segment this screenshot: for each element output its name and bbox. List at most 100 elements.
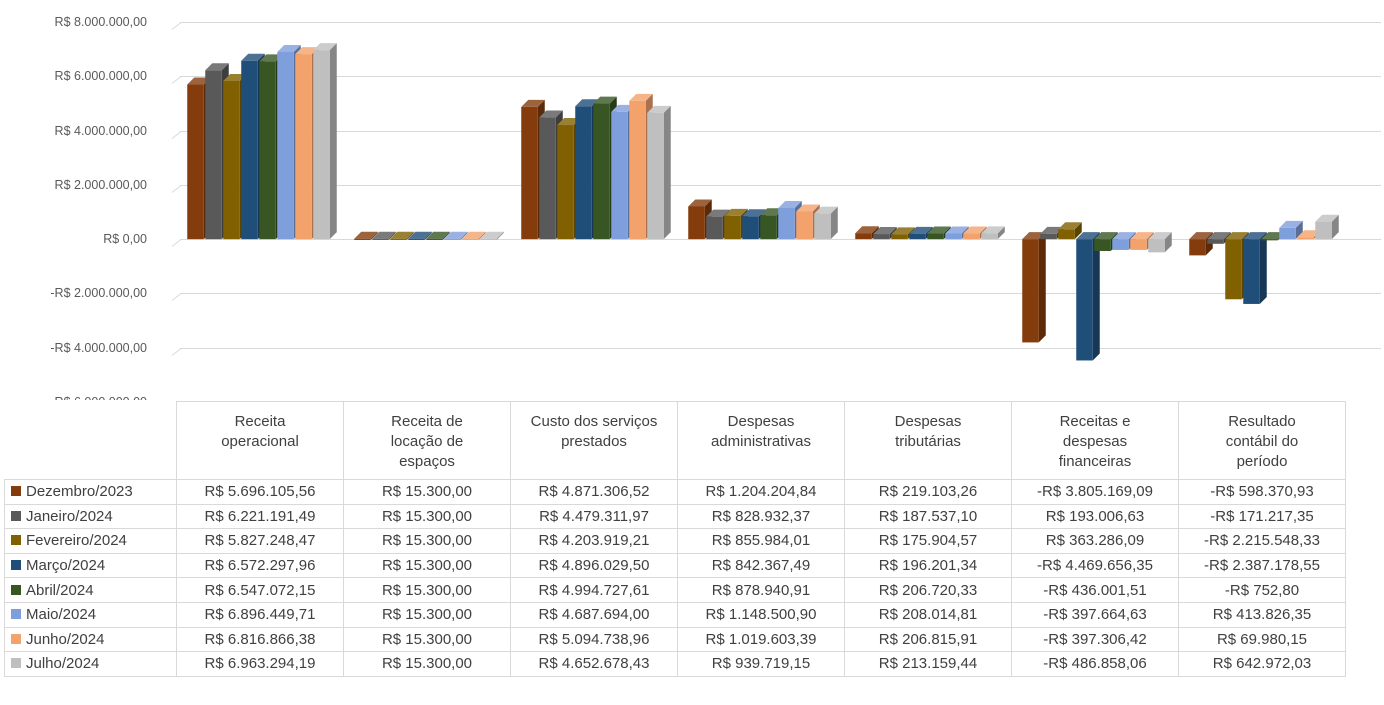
legend-entry: Abril/2024 — [4, 577, 177, 603]
bar-top — [277, 44, 301, 52]
bar-side — [1331, 214, 1339, 240]
data-label: R$ 15.300,00 — [343, 552, 511, 579]
y-tick-label: R$ 6.000.000,00 — [55, 69, 147, 83]
bar-front — [855, 233, 872, 240]
bar-top — [1261, 232, 1285, 240]
bar-side — [1038, 232, 1046, 343]
bar-side — [460, 231, 468, 240]
bar-side — [388, 231, 396, 240]
bar-top — [1040, 226, 1064, 234]
bar-front — [742, 216, 759, 240]
bar-front — [1279, 227, 1296, 240]
bar-top — [444, 231, 468, 239]
legend-swatch — [11, 535, 21, 546]
data-label: R$ 175.904,57 — [844, 528, 1012, 554]
bar-front — [390, 238, 407, 240]
category-header-line: Despesas — [894, 413, 962, 430]
bar — [1058, 222, 1082, 240]
bar-front — [313, 50, 330, 240]
y-tick-label: -R$ 6.000.000,00 — [50, 395, 147, 400]
data-label: -R$ 397.306,42 — [1011, 626, 1179, 653]
bar-top — [891, 227, 915, 235]
data-label: R$ 828.932,37 — [677, 503, 845, 530]
data-label: R$ 208.014,81 — [844, 601, 1012, 628]
bar-front — [909, 233, 926, 240]
data-label: R$ 193.006,63 — [1011, 503, 1179, 530]
bar-top — [372, 231, 396, 239]
data-label: R$ 213.159,44 — [844, 651, 1012, 677]
bar-top — [873, 227, 897, 235]
gridlines — [171, 22, 1381, 356]
bar-front — [1112, 239, 1129, 250]
category-header: Receita de locação de espaços — [343, 401, 511, 480]
data-label: R$ 878.940,91 — [677, 577, 845, 603]
data-label: R$ 4.871.306,52 — [510, 479, 678, 505]
bar-top — [223, 73, 247, 81]
data-label: R$ 4.652.678,43 — [510, 651, 678, 677]
data-label: R$ 1.019.603,39 — [677, 626, 845, 653]
data-table: Receita operacional Receita de locação de es… — [4, 401, 1346, 677]
category-header: Receita operacional — [176, 401, 344, 480]
bar-front — [981, 233, 998, 240]
gridline-depth — [171, 76, 182, 84]
data-label: R$ 363.286,09 — [1011, 528, 1179, 554]
bar-top — [593, 96, 617, 104]
category-header-line: Receitas e — [1059, 413, 1131, 430]
data-label: -R$ 752,80 — [1178, 577, 1346, 603]
bar — [408, 231, 432, 240]
category-header-line: locação de — [390, 433, 464, 450]
bar-front — [462, 238, 479, 240]
bar-top — [688, 199, 712, 207]
category-header-line: Custo dos serviços — [530, 413, 658, 430]
gridline-depth — [171, 185, 182, 193]
bar-side — [1295, 220, 1303, 240]
bar-top — [945, 226, 969, 234]
data-label: R$ 413.826,35 — [1178, 601, 1346, 628]
bar-side — [997, 226, 1005, 240]
bar-top — [778, 200, 802, 208]
bar-top — [390, 231, 414, 239]
table-row: Janeiro/2024 R$ 6.221.191,49 R$ 15.300,00 R… — [4, 503, 1346, 530]
data-label: R$ 642.972,03 — [1178, 651, 1346, 677]
legend-entry: Março/2024 — [4, 552, 177, 579]
data-label: R$ 196.201,34 — [844, 552, 1012, 579]
data-label: R$ 15.300,00 — [343, 577, 511, 603]
category-header-line: Receita de — [391, 413, 463, 430]
data-label: R$ 69.980,15 — [1178, 626, 1346, 653]
bar-top — [1315, 214, 1339, 222]
bar — [1022, 232, 1046, 343]
bar-top — [1225, 232, 1249, 240]
y-tick-label: -R$ 2.000.000,00 — [50, 286, 147, 300]
bar — [313, 43, 337, 240]
category-header-line: administrativas — [710, 433, 812, 450]
data-label: R$ 842.367,49 — [677, 552, 845, 579]
bar-side — [329, 43, 337, 240]
bar — [1148, 232, 1172, 253]
data-label: R$ 6.572.297,96 — [176, 552, 344, 579]
bar-side — [663, 105, 671, 240]
bar — [390, 231, 414, 240]
bar-top — [1148, 232, 1172, 240]
table-row: Abril/2024 R$ 6.547.072,15 R$ 15.300,00 R$ … — [4, 577, 1346, 603]
legend-entry: Maio/2024 — [4, 601, 177, 628]
bar-top — [1112, 232, 1136, 240]
bar — [1315, 214, 1339, 240]
category-header-line: operacional — [221, 433, 299, 450]
legend-swatch — [11, 584, 21, 595]
bar-front — [611, 111, 628, 240]
bar-top — [259, 54, 283, 62]
bar-front — [444, 238, 461, 240]
bar-top — [647, 105, 671, 113]
data-label: -R$ 436.001,51 — [1011, 577, 1179, 603]
bar-top — [1058, 222, 1082, 230]
bar-top — [1207, 232, 1231, 240]
data-label: R$ 15.300,00 — [343, 503, 511, 530]
bar-front — [1040, 233, 1057, 240]
y-tick-label: R$ 8.000.000,00 — [55, 15, 147, 29]
bar-front — [205, 70, 222, 240]
data-label: R$ 6.816.866,38 — [176, 626, 344, 653]
data-label: -R$ 4.469.656,35 — [1011, 552, 1179, 579]
bar-front — [354, 238, 371, 240]
data-label: -R$ 2.215.548,33 — [1178, 528, 1346, 554]
bar-top — [1094, 232, 1118, 240]
